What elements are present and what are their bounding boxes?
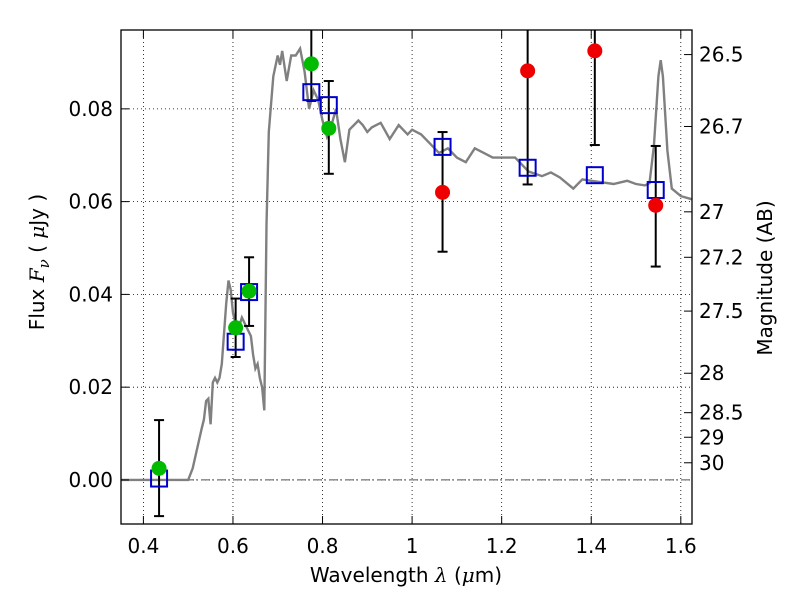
- model-flux-square: [319, 96, 338, 115]
- x-tick-label: 1.4: [575, 534, 607, 558]
- y2-axis-label: Magnitude (AB): [753, 200, 777, 355]
- y2-tick-label: 26.7: [699, 114, 744, 138]
- optical-flux-point: [228, 320, 244, 336]
- model-flux-square: [585, 166, 604, 185]
- y-tick-label: 0.02: [68, 375, 113, 399]
- model-flux-square: [302, 83, 321, 102]
- nir-flux-point: [648, 197, 664, 213]
- y2-tick-label: 26.5: [699, 43, 744, 67]
- x-tick-label: 1: [406, 534, 419, 558]
- y2-tick-label: 27.2: [699, 245, 744, 269]
- x-axis-ticks: 0.4 0.6 0.8 1 1.2 1.4 1.6: [127, 30, 697, 558]
- y-tick-label: 0.08: [68, 97, 113, 121]
- optical-flux-point: [321, 120, 337, 136]
- y-axis-ticks: 0.00 0.02 0.04 0.06 0.08: [68, 97, 129, 492]
- x-tick-label: 0.4: [127, 534, 159, 558]
- y2-tick-label: 28: [699, 361, 724, 385]
- observed-flux-points: [151, 43, 664, 476]
- nir-flux-point: [520, 63, 536, 79]
- y2-tick-label: 30: [699, 451, 724, 475]
- y2-tick-label: 29: [699, 425, 724, 449]
- x-tick-label: 0.6: [217, 534, 249, 558]
- grid: [121, 30, 692, 524]
- y2-tick-label: 27.5: [699, 299, 744, 323]
- nir-flux-point: [587, 43, 603, 59]
- x-tick-label: 1.6: [665, 534, 697, 558]
- plot-frame: [120, 29, 693, 525]
- optical-flux-point: [151, 460, 167, 476]
- error-bars: [154, 30, 661, 518]
- y2-tick-label: 28.5: [699, 401, 744, 425]
- model-flux-square: [433, 137, 452, 156]
- x-tick-label: 0.8: [307, 534, 339, 558]
- optical-flux-point: [241, 283, 257, 299]
- x-axis-label: Wavelength λ (μm): [310, 563, 502, 587]
- y-tick-label: 0.06: [68, 190, 113, 214]
- y2-tick-label: 27: [699, 200, 724, 224]
- model-spectrum-line: [121, 45, 692, 482]
- x-tick-label: 1.2: [486, 534, 518, 558]
- y-axis-label: Flux Fν ( μJy ): [25, 194, 53, 330]
- model-flux-square: [518, 158, 537, 177]
- nir-flux-point: [435, 184, 451, 200]
- optical-flux-point: [303, 56, 319, 72]
- y-tick-label: 0.00: [68, 468, 113, 492]
- y-tick-label: 0.04: [68, 282, 113, 306]
